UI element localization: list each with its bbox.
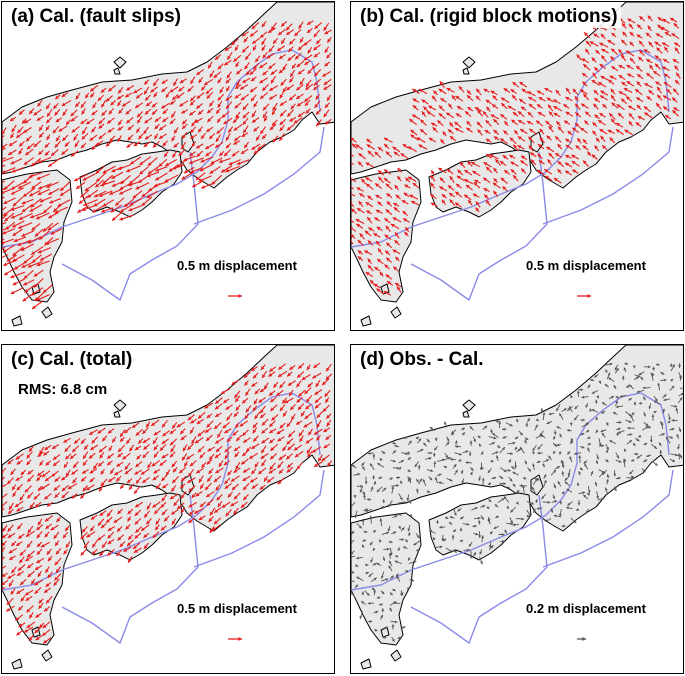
- scale-arrow: [228, 637, 242, 641]
- scale-label: 0.2 m displacement: [524, 601, 648, 616]
- scale-label: 0.5 m displacement: [175, 601, 299, 616]
- map-b: [351, 2, 683, 327]
- map-d: [351, 345, 683, 670]
- scale-arrow: [577, 637, 586, 641]
- scale-label: 0.5 m displacement: [524, 258, 648, 273]
- panel-d: (d) Obs. - Cal. 0.2 m displacement: [350, 344, 684, 674]
- map-c: [2, 345, 334, 670]
- panel-a: (a) Cal. (fault slips) 0.5 m displacemen…: [1, 1, 335, 331]
- panel-title: (b) Cal. (rigid block motions): [357, 6, 621, 28]
- scale-label: 0.5 m displacement: [175, 258, 299, 273]
- scale-arrow: [228, 294, 242, 298]
- panel-title: (a) Cal. (fault slips): [8, 6, 184, 28]
- panel-b: (b) Cal. (rigid block motions) 0.5 m dis…: [350, 1, 684, 331]
- scale-arrow: [577, 294, 591, 298]
- map-a: [2, 2, 334, 327]
- rms-label: RMS: 6.8 cm: [16, 381, 110, 398]
- panel-c: (c) Cal. (total) RMS: 6.8 cm 0.5 m displ…: [1, 344, 335, 674]
- panel-title: (d) Obs. - Cal.: [357, 349, 487, 371]
- panel-title: (c) Cal. (total): [8, 349, 136, 371]
